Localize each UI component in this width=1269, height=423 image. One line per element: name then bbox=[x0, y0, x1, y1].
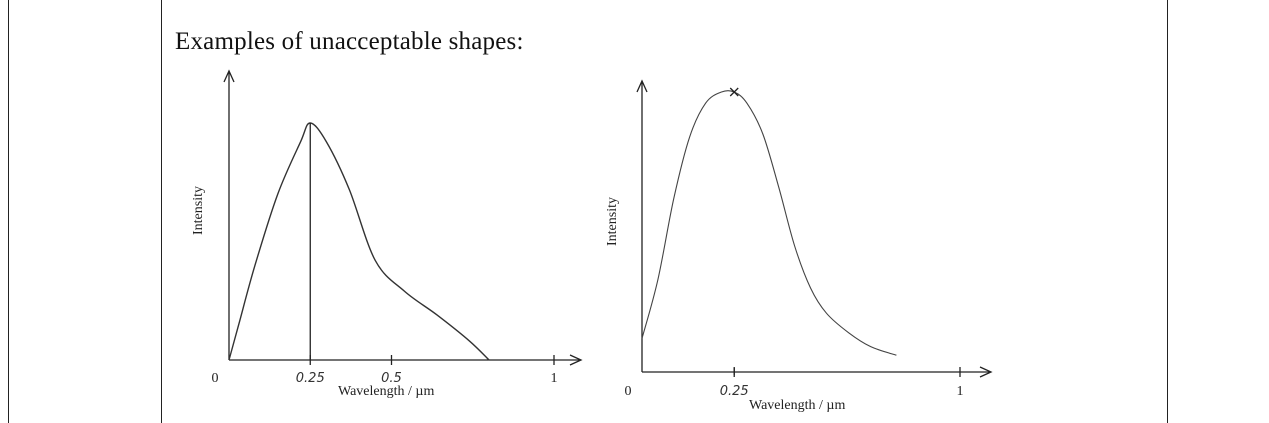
column-divider-right bbox=[1167, 0, 1168, 423]
chart1-y-arrow bbox=[223, 69, 235, 83]
heading: Examples of unacceptable shapes: bbox=[175, 28, 524, 55]
chart1-x-tick-label-2: 0.5 bbox=[381, 371, 402, 386]
chart1-series-line-0 bbox=[228, 122, 490, 361]
chart1-x-label: Wavelength / µm bbox=[338, 384, 434, 399]
chart2-axes bbox=[636, 79, 993, 378]
chart1-axes bbox=[223, 69, 583, 366]
chart2-x-tick-label-2: 1 bbox=[957, 384, 964, 399]
chart1-y-label: Intensity bbox=[191, 186, 206, 235]
chart2-x-tick-label-1: 0.25 bbox=[720, 384, 749, 399]
chart1-x-tick-label-0: 0 bbox=[212, 371, 219, 386]
chart2-x-label: Wavelength / µm bbox=[749, 398, 845, 413]
chart1-x-tick-label-3: 1 bbox=[551, 371, 558, 386]
chart2-x-arrow bbox=[979, 366, 993, 378]
left-border bbox=[8, 0, 9, 423]
chart1-x-arrow bbox=[569, 354, 583, 366]
chart2-peak-marker-cross bbox=[729, 87, 739, 97]
chart1-x-tick-label-1: 0.25 bbox=[296, 371, 325, 386]
chart2-y-arrow bbox=[636, 79, 648, 93]
chart2-marks: 0 0.25 1 bbox=[625, 87, 964, 399]
column-divider-left bbox=[161, 0, 162, 423]
chart1-marks: 0 0.25 0.5 1 bbox=[212, 122, 558, 386]
chart2-y-label: Intensity bbox=[605, 197, 620, 246]
chart2-series-line-0 bbox=[641, 90, 897, 356]
chart2-x-tick-label-0: 0 bbox=[625, 384, 632, 399]
